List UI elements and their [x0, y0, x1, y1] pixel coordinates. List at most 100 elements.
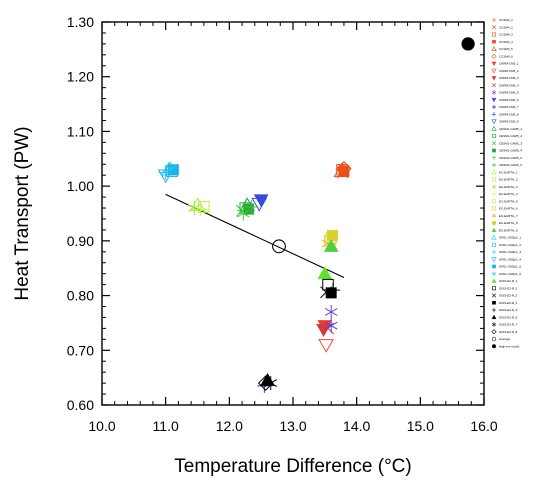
y-tick-label: 0.90 — [67, 233, 94, 249]
data-point-23-0 — [188, 201, 201, 216]
legend-label-2: CCSM4_3 — [499, 33, 513, 37]
legend-label-20: CESM1-CAM5_6 — [499, 163, 522, 167]
data-point-33-0 — [157, 169, 174, 184]
x-tick-label: 11.0 — [153, 418, 179, 434]
data-point-35-0 — [164, 161, 178, 176]
legend-label-8: CNRM-CM5_3 — [499, 76, 519, 80]
legend-label-3: CCSM4_4 — [499, 40, 513, 44]
legend-label-28: EC-EARTH_8 — [499, 221, 518, 225]
y-tick-label: 0.60 — [67, 397, 94, 413]
legend-label-38: GISS-E2-R_3 — [499, 294, 518, 298]
legend-marker-8 — [491, 76, 497, 81]
legend-label-12: CNRM-CM5_7 — [499, 105, 519, 109]
legend-marker-9 — [492, 83, 496, 88]
legend-label-32: GFDL-CM2p1_3 — [499, 250, 521, 254]
legend-marker-45 — [491, 344, 497, 349]
legend-marker-6 — [491, 61, 497, 67]
legend-marker-37 — [492, 286, 496, 291]
data-point-28-0 — [326, 229, 338, 241]
legend-marker-3 — [492, 39, 496, 44]
legend-label-37: GISS-E2-R_2 — [499, 286, 518, 290]
legend-label-15: CESM1-CAM5_1 — [499, 127, 522, 131]
legend-label-16: CESM1-CAM5_2 — [499, 134, 522, 138]
legend-marker-24 — [491, 191, 497, 197]
legend-marker-39 — [492, 300, 496, 305]
legend-marker-15 — [491, 125, 497, 131]
legend-marker-17 — [492, 141, 496, 146]
data-point-39-0 — [325, 287, 337, 299]
y-tick-label: 0.80 — [67, 288, 94, 304]
data-point-20-0 — [237, 206, 250, 221]
legend-label-44: Average — [499, 337, 510, 341]
data-point-44-0 — [272, 239, 286, 254]
legend-marker-30 — [491, 234, 497, 240]
x-tick-label: 15.0 — [407, 418, 434, 434]
legend-marker-5 — [491, 53, 497, 59]
legend-marker-42 — [491, 322, 497, 327]
legend-marker-33 — [491, 257, 497, 263]
legend-label-31: GFDL-CM2p1_2 — [499, 243, 521, 247]
legend-marker-20 — [491, 162, 497, 168]
x-tick-label: 14.0 — [343, 418, 370, 434]
data-point-5-0 — [336, 160, 352, 177]
data-point-19-0 — [244, 199, 259, 214]
legend-marker-19 — [491, 155, 497, 160]
data-point-4-0 — [333, 163, 350, 178]
x-tick-label: 16.0 — [470, 418, 497, 434]
legend-label-40: GISS-E2-R_5 — [499, 308, 518, 312]
legend-label-45: High-res model — [499, 344, 520, 348]
legend-label-30: GFDL-CM2p1_1 — [499, 236, 521, 240]
legend-label-11: CNRM-CM5_6 — [499, 98, 519, 102]
legend-label-25: EC-EARTH_5 — [499, 199, 518, 203]
legend-marker-7 — [491, 68, 497, 74]
legend-label-29: EC-EARTH_9 — [499, 228, 518, 232]
legend-label-10: CNRM-CM5_5 — [499, 91, 519, 95]
y-tick-label: 1.30 — [67, 14, 94, 30]
legend-marker-23 — [491, 184, 497, 189]
legend-marker-4 — [491, 46, 497, 51]
legend-label-24: EC-EARTH_4 — [499, 192, 518, 196]
legend-label-19: CESM1-CAM5_5 — [499, 156, 522, 160]
legend-label-5: CCSM4_6 — [499, 54, 513, 58]
data-point-7-0 — [318, 339, 334, 353]
legend-marker-27 — [491, 213, 497, 218]
x-tick-label: 10.0 — [88, 418, 115, 434]
legend-label-21: EC-EARTH_1 — [499, 170, 518, 174]
x-tick-label: 13.0 — [279, 418, 306, 434]
x-axis-title: Temperature Difference (°C) — [174, 456, 411, 477]
legend-label-14: CNRM-CM5_9 — [499, 120, 519, 124]
legend-label-7: CNRM-CM5_2 — [499, 69, 519, 73]
plot-frame — [101, 21, 485, 406]
legend-label-0: CCSM4_1 — [499, 18, 513, 22]
y-tick-label: 0.70 — [67, 342, 94, 358]
legend-label-27: EC-EARTH_7 — [499, 214, 518, 218]
y-tick-label: 1.10 — [67, 123, 94, 139]
legend-marker-21 — [491, 169, 497, 175]
legend-label-42: GISS-E2-R_7 — [499, 323, 518, 327]
legend-marker-10 — [491, 90, 497, 95]
legend-marker-34 — [492, 264, 496, 269]
legend-marker-36 — [491, 278, 497, 283]
legend-marker-32 — [491, 249, 497, 255]
x-tick-label: 12.0 — [216, 418, 243, 434]
legend-marker-0 — [491, 17, 497, 23]
legend-marker-31 — [492, 242, 496, 247]
data-point-45-0 — [461, 37, 475, 51]
legend: CCSM4_1 CCSM4_2 CCSM4_3 CCSM4_4 CCSM4_5 CCSM4… — [491, 17, 522, 349]
legend-label-41: GISS-E2-R_6 — [499, 315, 518, 319]
data-point-14-0 — [251, 197, 268, 212]
legend-marker-29 — [491, 227, 497, 233]
legend-label-23: EC-EARTH_3 — [499, 185, 518, 189]
legend-marker-11 — [491, 97, 497, 103]
legend-label-1: CCSM4_2 — [499, 25, 513, 29]
data-point-29-0 — [323, 238, 339, 252]
legend-marker-18 — [492, 148, 496, 153]
legend-label-9: CNRM-CM5_4 — [499, 83, 519, 87]
legend-label-22: EC-EARTH_2 — [499, 178, 518, 182]
data-point-8-0 — [316, 323, 331, 337]
y-axis-title: Heat Transport (PW) — [12, 126, 33, 300]
legend-marker-28 — [492, 221, 496, 225]
legend-marker-38 — [492, 293, 496, 298]
data-point-10-0 — [324, 304, 338, 319]
legend-marker-12 — [491, 104, 497, 110]
